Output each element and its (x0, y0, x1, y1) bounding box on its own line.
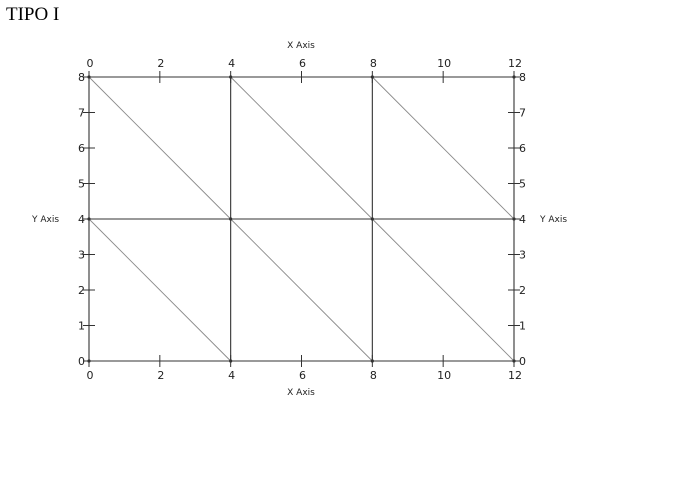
left-y-axis-title: Y Axis (31, 215, 59, 225)
left-y-tick-label: 3 (78, 249, 85, 262)
mesh-edges (87, 75, 516, 363)
top-x-tick-label: 12 (508, 57, 522, 70)
bottom-x-tick-label: 8 (370, 369, 377, 382)
top-x-axis-title: X Axis (287, 41, 315, 51)
top-x-tick-label: 6 (299, 57, 306, 70)
right-y-tick-label: 0 (519, 355, 526, 368)
left-y-tick-label: 1 (78, 320, 85, 333)
bottom-x-tick-label: 12 (508, 369, 522, 382)
left-y-tick-label: 0 (78, 355, 85, 368)
top-x-tick-label: 0 (87, 57, 94, 70)
right-y-tick-label: 5 (519, 178, 526, 191)
right-y-tick-label: 4 (519, 213, 526, 226)
right-y-tick-label: 3 (519, 249, 526, 262)
left-y-tick-label: 2 (78, 284, 85, 297)
top-x-tick-label: 10 (437, 57, 451, 70)
bottom-x-axis-title: X Axis (287, 388, 315, 398)
axis-ticks (83, 71, 520, 367)
mesh-diagonal-edge (372, 218, 515, 362)
bottom-x-tick-label: 4 (228, 369, 235, 382)
right-y-tick-label: 6 (519, 142, 526, 155)
axis-titles: X Axis X Axis Y Axis Y Axis (31, 41, 567, 398)
mesh-diagonal-edge (230, 76, 373, 220)
left-y-tick-label: 5 (78, 178, 85, 191)
mesh-node (370, 217, 374, 221)
top-x-tick-label: 8 (370, 57, 377, 70)
right-y-tick-label: 1 (519, 320, 526, 333)
mesh-node (229, 217, 233, 221)
left-y-tick-label: 8 (78, 71, 85, 84)
bottom-x-tick-label: 0 (87, 369, 94, 382)
top-x-tick-label: 2 (157, 57, 164, 70)
bottom-x-tick-label: 10 (437, 369, 451, 382)
right-y-tick-label: 8 (519, 71, 526, 84)
left-y-tick-label: 4 (78, 213, 85, 226)
left-y-tick-label: 7 (78, 107, 85, 120)
right-y-axis-title: Y Axis (539, 215, 567, 225)
mesh-diagonal-edge (230, 218, 373, 362)
mesh-diagonal-edge (88, 76, 231, 220)
bottom-x-tick-label: 2 (157, 369, 164, 382)
mesh-diagonal-edge (88, 218, 231, 362)
right-y-tick-label: 2 (519, 284, 526, 297)
bottom-x-tick-label: 6 (299, 369, 306, 382)
right-y-tick-label: 7 (519, 107, 526, 120)
page-title: TIPO I (6, 4, 60, 25)
mesh-diagonal-edge (372, 76, 515, 220)
left-y-tick-label: 6 (78, 142, 85, 155)
top-x-tick-label: 4 (228, 57, 235, 70)
